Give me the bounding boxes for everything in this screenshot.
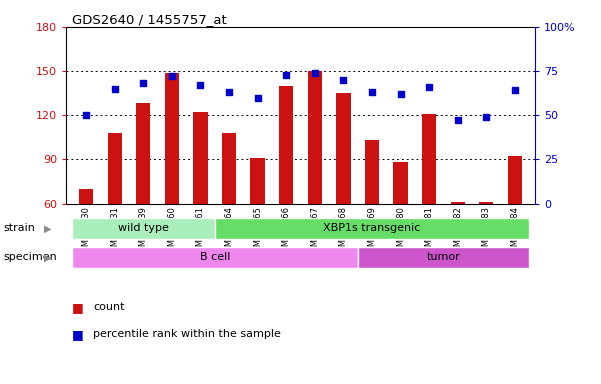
Text: strain: strain (3, 223, 35, 233)
Text: tumor: tumor (427, 252, 460, 262)
Bar (194, 112, 207, 204)
Bar (215, 218, 529, 239)
Point (138, 80, 148, 86)
Bar (365, 140, 379, 204)
Bar (251, 158, 265, 204)
Point (453, 118, 463, 124)
Point (224, 89, 234, 95)
Text: B cell: B cell (200, 252, 230, 262)
Bar (72, 247, 358, 268)
Text: percentile rank within the sample: percentile rank within the sample (93, 329, 281, 339)
Point (196, 82, 206, 88)
Bar (308, 71, 322, 204)
Point (253, 94, 263, 101)
Text: ▶: ▶ (44, 223, 51, 233)
Bar (479, 202, 493, 204)
Bar (279, 86, 293, 204)
Bar (165, 73, 179, 204)
Bar (222, 133, 236, 204)
Point (338, 77, 348, 83)
Bar (72, 218, 215, 239)
Bar (358, 247, 529, 268)
Bar (136, 103, 150, 204)
Text: count: count (93, 302, 124, 312)
Point (367, 89, 377, 95)
Bar (451, 202, 465, 204)
Point (424, 84, 434, 90)
Point (481, 114, 491, 120)
Text: ▶: ▶ (44, 252, 51, 262)
Bar (79, 189, 93, 204)
Point (310, 70, 320, 76)
Point (167, 73, 177, 79)
Text: ■: ■ (72, 328, 84, 341)
Point (395, 91, 405, 97)
Point (510, 88, 520, 94)
Point (281, 71, 291, 78)
Text: specimen: specimen (3, 252, 56, 262)
Bar (108, 133, 122, 204)
Text: XBP1s transgenic: XBP1s transgenic (323, 223, 421, 233)
Bar (422, 114, 436, 204)
Text: ■: ■ (72, 301, 84, 314)
Bar (394, 162, 407, 204)
Bar (508, 156, 522, 204)
Text: wild type: wild type (118, 223, 169, 233)
Point (81, 112, 91, 118)
Point (110, 86, 120, 92)
Bar (336, 93, 350, 204)
Text: GDS2640 / 1455757_at: GDS2640 / 1455757_at (72, 13, 227, 26)
